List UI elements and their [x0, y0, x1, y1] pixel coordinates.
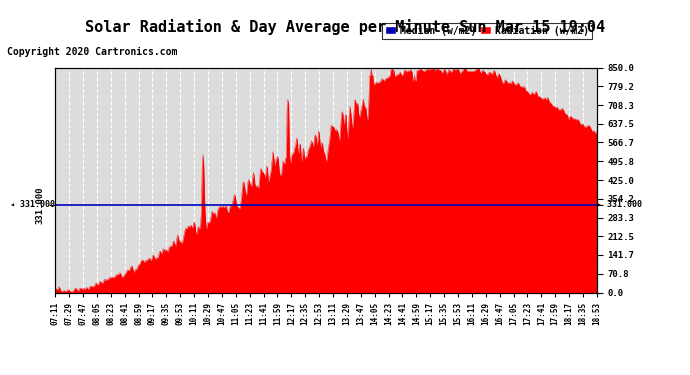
Text: Solar Radiation & Day Average per Minute Sun Mar 15 19:04: Solar Radiation & Day Average per Minute… — [85, 19, 605, 35]
Legend: Median (w/m2), Radiation (w/m2): Median (w/m2), Radiation (w/m2) — [382, 23, 592, 39]
Text: Copyright 2020 Cartronics.com: Copyright 2020 Cartronics.com — [7, 47, 177, 57]
Text: ▸ 331.000: ▸ 331.000 — [597, 200, 642, 209]
Text: ◂ 331.000: ◂ 331.000 — [10, 200, 55, 209]
